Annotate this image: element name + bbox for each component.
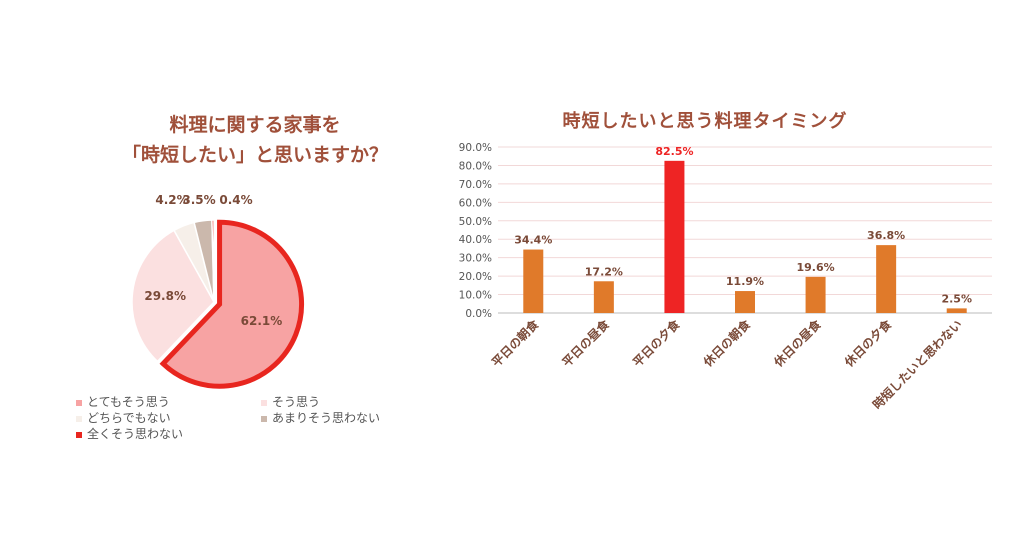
x-category-label: 平日の昼食 [559,316,613,370]
legend-swatch [261,415,267,422]
bar [664,160,685,313]
legend-item: 全くそう思わない [76,425,183,442]
pie-slice-label: 62.1% [241,314,283,328]
bar [876,245,897,313]
legend-label: どちらでもない [87,411,171,425]
bar-value-label: 17.2% [585,265,623,278]
x-category-label: 平日の夕食 [630,316,684,370]
bar-chart: 0.0% 10.0% 20.0% 30.0% 40.0% 50.0% 60.0% 70.0% 8… [459,142,992,412]
bar [735,291,755,313]
legend-label: 全くそう思わない [87,427,184,441]
bar [805,276,826,313]
bar-value-label: 82.5% [655,145,693,158]
y-tick-label: 10.0% [459,290,492,302]
bar-chart-panel: 時短したいと思う料理タイミング 0.0% 10.0% 20.0% 30.0% 40.0%… [440,95,1000,475]
pie-chart-panel: 料理に関する家事を 「時短したい」と思いますか？ 62.1% 29.8% 4.2% 3… [60,110,420,442]
legend-item: あまりそう思わない [261,409,380,426]
bar-value-label: 19.6% [796,261,834,274]
bar-chart-title: 時短したいと思う料理タイミング [562,111,848,132]
y-tick-label: 50.0% [459,216,492,228]
bar-value-label: 11.9% [726,275,764,288]
legend-label: とてもそう思う [87,395,170,409]
bar-value-label: 36.8% [867,229,905,242]
legend-label: あまりそう思わない [272,411,381,425]
y-tick-label: 90.0% [459,142,492,154]
bar [523,249,544,313]
x-category-label: 休日の夕食 [841,316,895,370]
y-tick-label: 70.0% [459,179,492,191]
legend-label: そう思う [272,395,321,409]
bar-value-label: 34.4% [514,234,552,247]
pie-slice [159,219,305,389]
bar-value-label: 2.5% [941,292,972,305]
y-tick-label: 60.0% [459,197,492,209]
y-tick-label: 30.0% [459,253,492,265]
legend-swatch [76,431,82,438]
y-tick-label: 80.0% [459,160,492,172]
pie-chart: 62.1% 29.8% 4.2%3.5% 0.4% [131,193,305,389]
pie-chart-title-line2: 「時短したい」と思いますか？ [121,144,388,166]
x-category-label: 休日の朝食 [699,316,753,370]
pie-slice-label: 29.8% [144,289,186,303]
x-category-label: 平日の朝食 [488,316,542,370]
pie-chart-title-line1: 料理に関する家事を [169,114,341,136]
pie-slice [131,229,215,363]
legend-swatch [261,399,267,406]
pie-slice-label: 0.4% [219,193,252,207]
x-category-label: 休日の昼食 [770,316,824,370]
bar [946,308,967,313]
pie-slice-label: 4.2% [155,193,188,207]
bar [593,281,614,313]
y-tick-label: 0.0% [465,308,492,320]
pie-slice-label: 3.5% [182,193,215,207]
y-tick-label: 40.0% [459,234,492,246]
legend-item: そう思う [261,393,320,410]
legend-swatch [76,399,82,406]
y-tick-label: 20.0% [459,271,492,283]
pie-slice [211,219,215,303]
legend-item: どちらでもない [76,409,171,426]
legend-item: とてもそう思う [76,393,170,410]
legend-swatch [76,415,82,422]
